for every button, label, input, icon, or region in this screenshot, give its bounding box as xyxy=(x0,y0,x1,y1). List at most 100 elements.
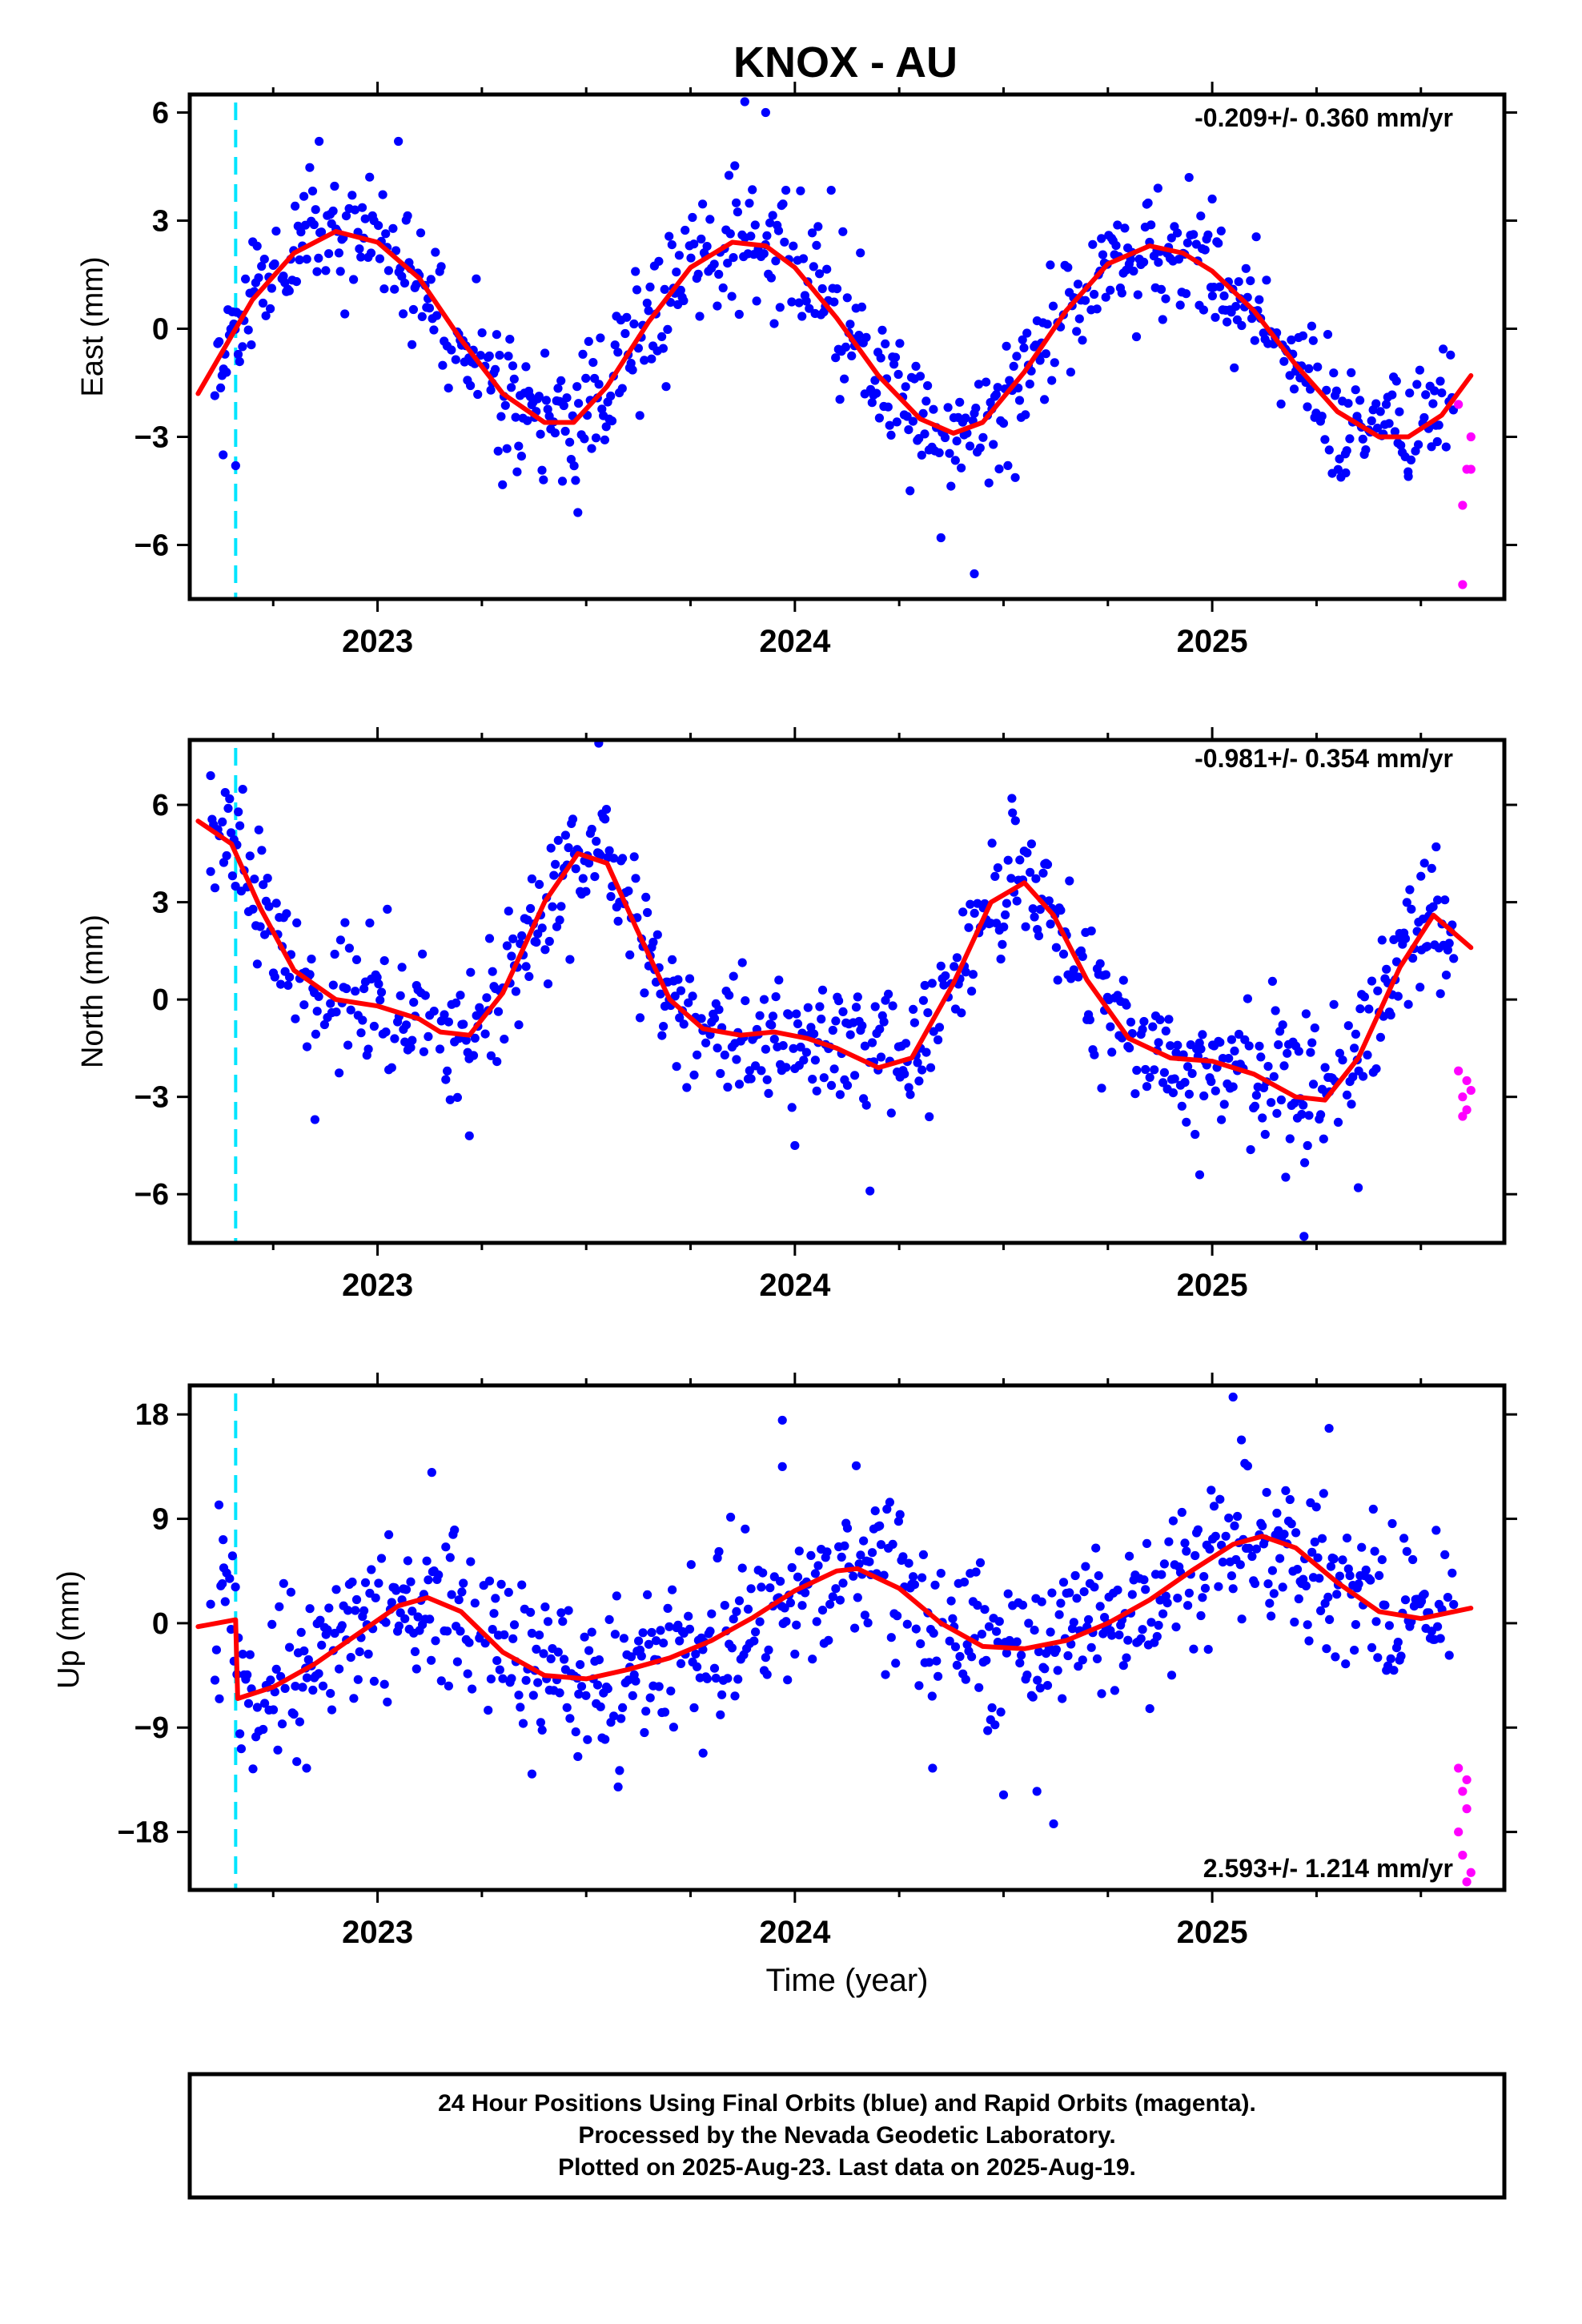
east-final-orbit-point xyxy=(309,219,319,230)
east-final-orbit-point xyxy=(1341,468,1351,478)
north-final-orbit-point xyxy=(502,941,512,951)
north-final-orbit-point xyxy=(884,989,893,999)
up-final-orbit-point xyxy=(495,1665,504,1675)
east-final-orbit-point xyxy=(311,205,320,215)
up-final-orbit-point xyxy=(1211,1531,1220,1541)
up-final-orbit-point xyxy=(1034,1647,1044,1657)
up-final-orbit-point xyxy=(540,1602,550,1612)
up-final-orbit-point xyxy=(628,1691,637,1700)
east-final-orbit-point xyxy=(1441,442,1451,452)
north-final-orbit-point xyxy=(263,874,272,883)
east-final-orbit-point xyxy=(539,475,548,485)
east-final-orbit-point xyxy=(797,312,807,321)
up-final-orbit-point xyxy=(1250,1578,1260,1588)
up-final-orbit-point xyxy=(1051,1645,1061,1655)
east-final-orbit-point xyxy=(681,225,690,235)
north-final-orbit-point xyxy=(464,1131,474,1140)
up-final-orbit-point xyxy=(1139,1575,1149,1585)
north-final-orbit-point xyxy=(383,904,392,914)
up-final-orbit-point xyxy=(413,1612,423,1622)
up-final-orbit-point xyxy=(792,1620,801,1630)
north-final-orbit-point xyxy=(248,904,258,914)
up-final-orbit-point xyxy=(1136,1634,1146,1643)
up-final-orbit-point xyxy=(1357,1542,1367,1552)
up-final-orbit-point xyxy=(381,1618,391,1627)
north-final-orbit-point xyxy=(1402,898,1411,907)
up-final-orbit-point xyxy=(1046,1627,1055,1637)
east-final-orbit-point xyxy=(1230,363,1239,372)
east-rapid-orbit-point xyxy=(1458,580,1468,589)
east-final-orbit-point xyxy=(732,198,741,207)
east-final-orbit-point xyxy=(1072,327,1082,336)
up-final-orbit-point xyxy=(893,1611,902,1621)
east-final-orbit-point xyxy=(1371,399,1381,408)
east-y-tick-label: 6 xyxy=(152,97,169,131)
up-final-orbit-point xyxy=(1154,1620,1163,1630)
east-final-orbit-point xyxy=(1012,352,1022,361)
north-final-orbit-point xyxy=(1118,975,1128,985)
east-final-orbit-point xyxy=(447,345,456,355)
east-final-orbit-point xyxy=(1303,402,1312,412)
north-final-orbit-point xyxy=(359,984,369,994)
east-final-orbit-point xyxy=(796,186,805,195)
up-final-orbit-point xyxy=(444,1681,454,1691)
north-final-orbit-point xyxy=(689,1070,699,1080)
north-final-orbit-point xyxy=(1271,1006,1280,1015)
north-final-orbit-point xyxy=(1234,1029,1244,1039)
east-final-orbit-point xyxy=(394,136,404,147)
east-final-orbit-point xyxy=(537,465,547,475)
east-final-orbit-point xyxy=(472,274,481,283)
north-final-orbit-point xyxy=(909,1004,918,1014)
east-final-orbit-point xyxy=(872,388,881,398)
up-y-tick-label: −18 xyxy=(118,1816,169,1850)
east-final-orbit-point xyxy=(877,325,887,335)
east-final-orbit-point xyxy=(1372,424,1383,433)
up-final-orbit-point xyxy=(298,1683,307,1692)
up-final-orbit-point xyxy=(686,1560,696,1570)
east-final-orbit-point xyxy=(408,304,418,315)
east-final-orbit-point xyxy=(845,320,855,329)
east-final-orbit-point xyxy=(231,460,240,471)
up-rapid-orbit-point xyxy=(1454,1827,1464,1837)
north-final-orbit-point xyxy=(1166,1041,1175,1051)
east-final-orbit-point xyxy=(807,228,817,238)
up-final-orbit-point xyxy=(1291,1528,1301,1538)
panel-north: North (mm) -0.981+/- 0.354 mm/yr −6 −3 0 3 6… xyxy=(76,727,1517,1303)
up-final-orbit-point xyxy=(1243,1462,1252,1471)
north-final-orbit-point xyxy=(526,903,536,914)
up-final-orbit-point xyxy=(1183,1601,1193,1610)
up-final-orbit-point xyxy=(794,1546,804,1556)
up-final-orbit-point xyxy=(1203,1645,1213,1655)
east-final-orbit-point xyxy=(1009,361,1018,371)
up-final-orbit-point xyxy=(220,1597,230,1606)
north-final-orbit-point xyxy=(1028,904,1038,914)
north-final-orbit-point xyxy=(511,987,521,996)
up-final-orbit-point xyxy=(685,1624,695,1634)
north-final-orbit-point xyxy=(500,1035,509,1044)
north-final-orbit-point xyxy=(535,879,544,889)
east-final-orbit-point xyxy=(734,309,744,320)
east-final-orbit-point xyxy=(644,306,653,316)
east-final-orbit-point xyxy=(867,398,877,408)
north-final-orbit-point xyxy=(291,1014,300,1023)
east-final-orbit-point xyxy=(890,352,901,362)
up-final-orbit-point xyxy=(1056,1598,1066,1608)
east-final-orbit-point xyxy=(233,349,243,360)
east-final-orbit-point xyxy=(974,380,984,389)
up-final-orbit-point xyxy=(1107,1630,1117,1640)
east-final-orbit-point xyxy=(965,441,975,451)
up-final-orbit-point xyxy=(927,1691,937,1701)
up-final-orbit-point xyxy=(955,1651,965,1662)
north-final-orbit-point xyxy=(374,979,383,989)
up-final-orbit-point xyxy=(1070,1570,1080,1581)
up-final-orbit-point xyxy=(801,1588,810,1598)
up-final-orbit-point xyxy=(984,1622,994,1631)
up-final-orbit-point xyxy=(1072,1594,1082,1603)
east-final-orbit-point xyxy=(254,273,263,283)
north-final-orbit-point xyxy=(344,943,354,953)
east-final-orbit-point xyxy=(895,339,905,348)
up-final-orbit-point xyxy=(1079,1587,1089,1597)
east-final-orbit-point xyxy=(1219,291,1229,301)
east-final-orbit-point xyxy=(573,508,583,517)
east-final-orbit-point xyxy=(920,429,930,439)
